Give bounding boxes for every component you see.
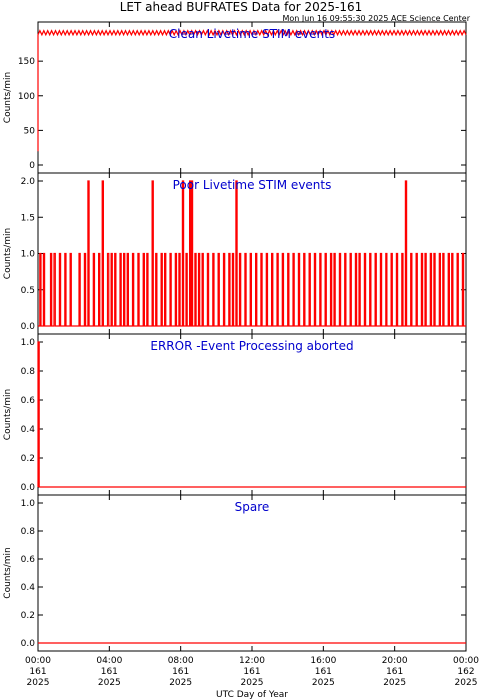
- panel-1-ytick-label: 50: [24, 126, 36, 136]
- panel-2-ytick-label: 0.5: [21, 286, 35, 296]
- panel-2-ylabel: Counts/min: [3, 228, 13, 279]
- x-tick-doy: 161: [101, 667, 118, 677]
- panel-2-ytick-label: 1.0: [21, 250, 36, 260]
- panel-3-ytick-label: 1.0: [21, 338, 36, 348]
- panel-2-ytick-label: 2.0: [21, 177, 36, 187]
- x-tick-year: 2025: [27, 678, 50, 688]
- x-tick-doy: 161: [172, 667, 189, 677]
- panel-1-title: Clean Livetime STIM events: [169, 27, 335, 41]
- panel-3-series-line: [37, 341, 466, 488]
- panel-1-ytick-label: 100: [18, 92, 35, 102]
- panel-3-frame: [37, 333, 467, 496]
- x-tick-time: 08:00: [168, 656, 194, 666]
- x-tick-time: 00:00: [25, 656, 51, 666]
- panel-4-ytick-label: 0.6: [21, 555, 36, 565]
- panel-1-ytick-label: 150: [18, 57, 35, 67]
- panel-1-series-line: [37, 29, 467, 152]
- panel-3-ytick-label: 0.4: [21, 425, 36, 435]
- panel-1-ylabel: Counts/min: [3, 72, 13, 123]
- x-tick-doy: 161: [386, 667, 403, 677]
- x-tick-time: 20:00: [382, 656, 408, 666]
- panel-4-ytick-label: 0.2: [21, 611, 35, 621]
- panel-2-title: Poor Livetime STIM events: [173, 178, 332, 192]
- x-tick-time: 16:00: [310, 656, 336, 666]
- x-tick-year: 2025: [169, 678, 192, 688]
- panel-3-ytick-label: 0.6: [21, 396, 36, 406]
- panel-2-series-line: [38, 180, 466, 327]
- x-tick-doy: 162: [457, 667, 474, 677]
- panel-1-ytick-label: 0: [29, 161, 35, 171]
- x-tick-doy: 161: [243, 667, 260, 677]
- panel-3-ytick-label: 0.8: [21, 367, 36, 377]
- x-axis-label: UTC Day of Year: [216, 690, 288, 700]
- x-tick-year: 2025: [455, 678, 478, 688]
- x-tick-time: 00:00: [453, 656, 479, 666]
- x-tick-time: 04:00: [96, 656, 122, 666]
- panel-4-ytick-label: 0.0: [21, 639, 36, 649]
- x-tick-doy: 161: [315, 667, 332, 677]
- panel-4-ytick-label: 1.0: [21, 499, 36, 509]
- panel-2-ytick-label: 0.0: [21, 322, 36, 332]
- panel-4-ylabel: Counts/min: [3, 547, 13, 598]
- panel-3-ytick-label: 0.2: [21, 454, 35, 464]
- x-tick-year: 2025: [312, 678, 335, 688]
- x-tick-doy: 161: [29, 667, 46, 677]
- panel-4-ytick-label: 0.8: [21, 527, 36, 537]
- panel-3-ytick-label: 0.0: [21, 483, 36, 493]
- panel-3-title: ERROR -Event Processing aborted: [150, 339, 353, 353]
- page-title: LET ahead BUFRATES Data for 2025-161: [119, 0, 363, 14]
- panel-1-frame: [37, 21, 467, 174]
- panel-4-frame: [37, 494, 467, 652]
- x-tick-time: 12:00: [239, 656, 265, 666]
- timestamp: Mon Jun 16 09:55:30 2025 ACE Science Cen…: [282, 14, 470, 23]
- panel-3-ylabel: Counts/min: [3, 389, 13, 440]
- x-tick-year: 2025: [98, 678, 121, 688]
- panel-2-ytick-label: 1.5: [21, 213, 35, 223]
- x-tick-year: 2025: [383, 678, 406, 688]
- panel-4-ytick-label: 0.4: [21, 583, 36, 593]
- panel-4-title: Spare: [235, 500, 270, 514]
- x-tick-year: 2025: [241, 678, 264, 688]
